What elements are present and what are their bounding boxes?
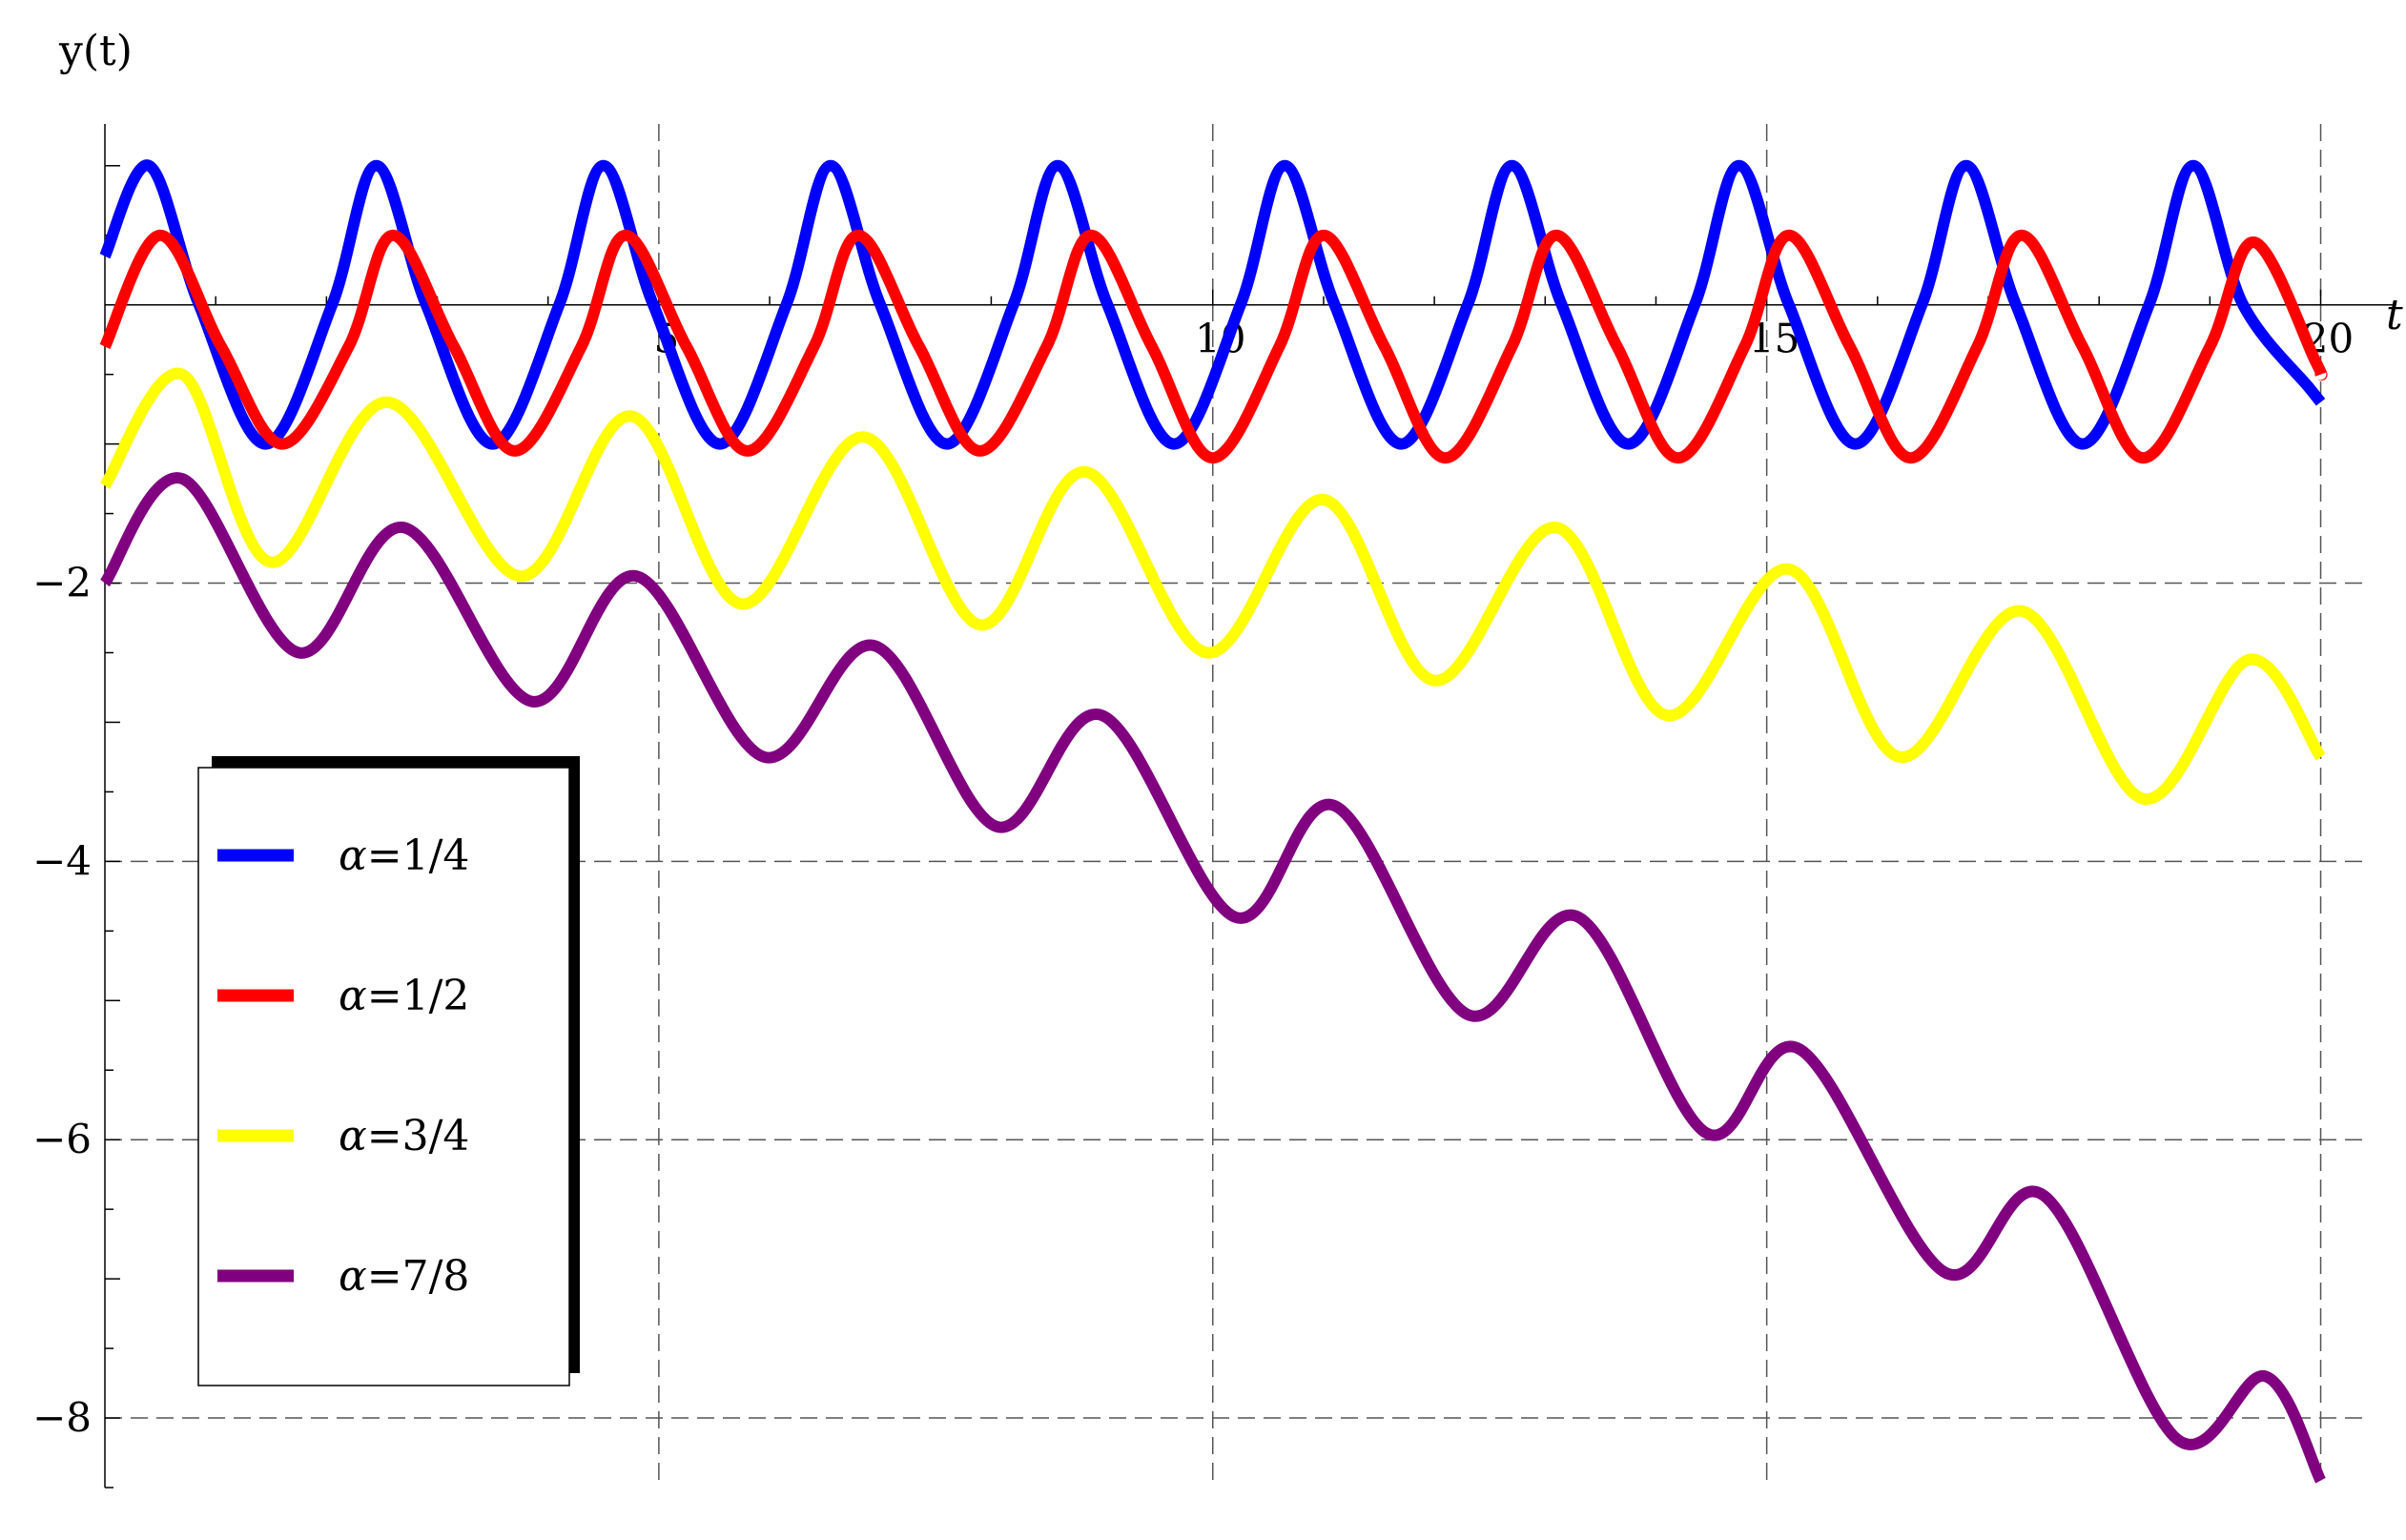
x-axis-title: t xyxy=(2386,291,2403,339)
legend-value: =7/8 xyxy=(367,1252,470,1301)
series-line-1 xyxy=(99,159,2326,450)
legend-value: =1/2 xyxy=(367,972,470,1020)
legend-label-2: α=1/2 xyxy=(339,972,469,1020)
y-tick-label: −8 xyxy=(32,1394,92,1441)
series-line-2 xyxy=(99,229,2328,464)
legend-label-3: α=3/4 xyxy=(339,1112,469,1160)
legend-value: =3/4 xyxy=(367,1112,470,1160)
series-line-3 xyxy=(99,367,2326,805)
y-tick-label: −2 xyxy=(32,560,92,606)
legend-value: =1/4 xyxy=(367,832,470,880)
y-tick-label: −4 xyxy=(32,837,92,884)
y-axis-title: y(t) xyxy=(58,27,133,75)
legend-greek-alpha: α xyxy=(339,1112,367,1160)
legend-box xyxy=(197,767,570,1386)
legend-greek-alpha: α xyxy=(339,1252,367,1301)
series-lines xyxy=(99,159,2328,1484)
legend: α=1/4α=1/2α=3/4α=7/8 xyxy=(197,756,580,1386)
legend-greek-alpha: α xyxy=(339,832,367,880)
series-line-4 xyxy=(99,472,2326,1484)
legend-items: α=1/4α=1/2α=3/4α=7/8 xyxy=(217,832,469,1301)
legend-label-4: α=7/8 xyxy=(339,1252,469,1301)
legend-greek-alpha: α xyxy=(339,972,367,1020)
legend-label-1: α=1/4 xyxy=(339,832,469,880)
y-tick-label: −6 xyxy=(32,1116,92,1162)
